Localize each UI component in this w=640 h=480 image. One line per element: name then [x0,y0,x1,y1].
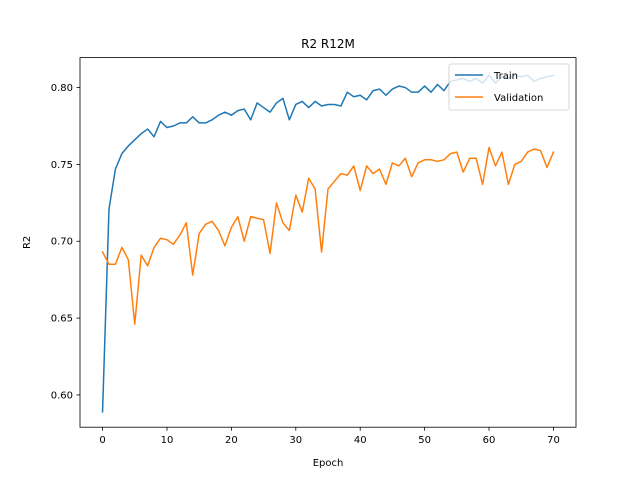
axes-frame [79,57,577,428]
legend-train-label: Train [493,71,518,82]
y-tick-label: 0.60 [51,390,73,401]
x-axis-label: Epoch [313,458,344,469]
x-tick-label: 0 [99,435,105,446]
x-tick-label: 20 [225,435,238,446]
x-tick-label: 10 [161,435,174,446]
validation-series-line [101,146,555,325]
y-tick-label: 0.70 [51,237,73,248]
y-tick-label: 0.75 [51,160,73,171]
x-tick-label: 70 [547,435,560,446]
y-axis: 0.60 0.65 0.70 0.75 0.80 [51,83,80,401]
legend: Train Validation [448,63,570,111]
chart-title: R2 R12M [301,37,355,51]
x-tick-label: 40 [354,435,367,446]
y-tick-label: 0.65 [51,314,73,325]
x-tick-label: 30 [289,435,302,446]
x-axis: 0 10 20 30 40 50 60 70 [99,427,560,446]
y-axis-label: R2 [22,236,33,249]
y-tick-label: 0.80 [51,83,73,94]
legend-validation-label: Validation [494,93,543,104]
x-tick-label: 50 [418,435,431,446]
x-tick-label: 60 [483,435,496,446]
